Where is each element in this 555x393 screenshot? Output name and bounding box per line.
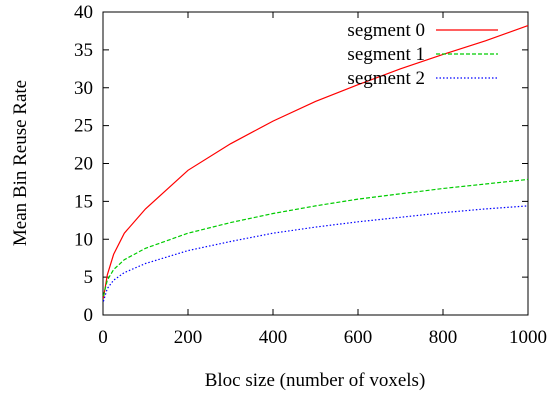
y-tick-label: 20 [74, 154, 93, 175]
x-tick-label: 800 [429, 327, 458, 348]
x-axis-label: Bloc size (number of voxels) [205, 370, 426, 391]
y-tick-label: 35 [74, 40, 93, 61]
y-tick-label: 30 [74, 78, 93, 99]
y-tick-label: 25 [74, 116, 93, 137]
y-tick-label: 0 [84, 305, 94, 326]
x-axis: 0 200 400 600 800 1000 [98, 12, 547, 348]
legend-label: segment 0 [347, 20, 425, 41]
legend: segment 0 segment 1 segment 2 [347, 20, 498, 89]
x-tick-label: 600 [344, 327, 373, 348]
legend-label: segment 2 [347, 68, 425, 89]
series-line-1 [102, 178, 529, 297]
x-tick-label: 0 [98, 327, 108, 348]
y-axis-label: Mean Bin Reuse Rate [10, 80, 31, 246]
series-lines [102, 25, 529, 302]
y-tick-label: 5 [84, 267, 94, 288]
plot-area [102, 11, 529, 316]
legend-label: segment 1 [347, 44, 425, 65]
y-tick-label: 10 [74, 229, 93, 250]
y-tick-label: 15 [74, 191, 93, 212]
y-tick-label: 40 [74, 2, 93, 23]
series-line-0 [102, 25, 529, 299]
y-axis: 0 5 10 15 20 25 30 35 40 [74, 2, 528, 326]
x-tick-label: 400 [259, 327, 288, 348]
series-line-2 [102, 205, 529, 302]
x-tick-label: 1000 [509, 327, 547, 348]
x-tick-label: 200 [174, 327, 203, 348]
